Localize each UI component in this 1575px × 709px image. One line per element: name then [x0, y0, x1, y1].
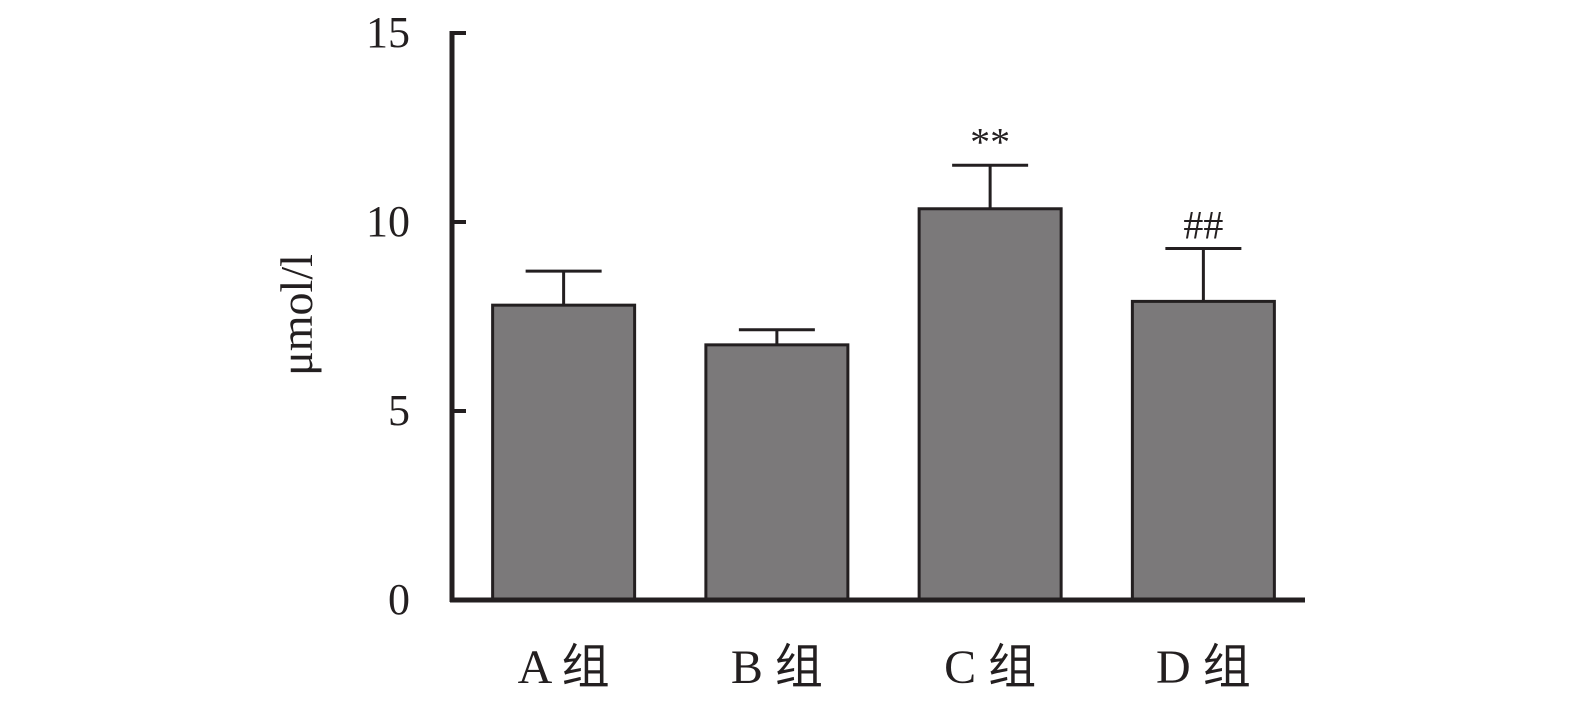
bars: A 组 B 组 C 组 ** D 组 ## — [491, 119, 1276, 694]
x-category-label: C 组 — [944, 641, 1036, 694]
significance-marker: ** — [970, 119, 1010, 164]
axes — [449, 31, 1305, 603]
bar — [491, 303, 637, 602]
x-category-label: B 组 — [731, 641, 823, 694]
y-tick-label: 0 — [388, 575, 410, 624]
y-tick-label: 15 — [366, 8, 410, 57]
y-axis-label: μmol/l — [271, 254, 322, 376]
y-tick-label: 10 — [366, 197, 410, 246]
bar — [917, 207, 1063, 602]
y-ticks: 0 5 10 15 — [366, 8, 466, 624]
y-tick-label: 5 — [388, 386, 410, 435]
x-category-label: D 组 — [1156, 641, 1251, 694]
bar — [1130, 299, 1276, 602]
x-category-label: A 组 — [518, 641, 610, 694]
bar — [704, 343, 850, 602]
significance-marker: ## — [1183, 202, 1223, 247]
